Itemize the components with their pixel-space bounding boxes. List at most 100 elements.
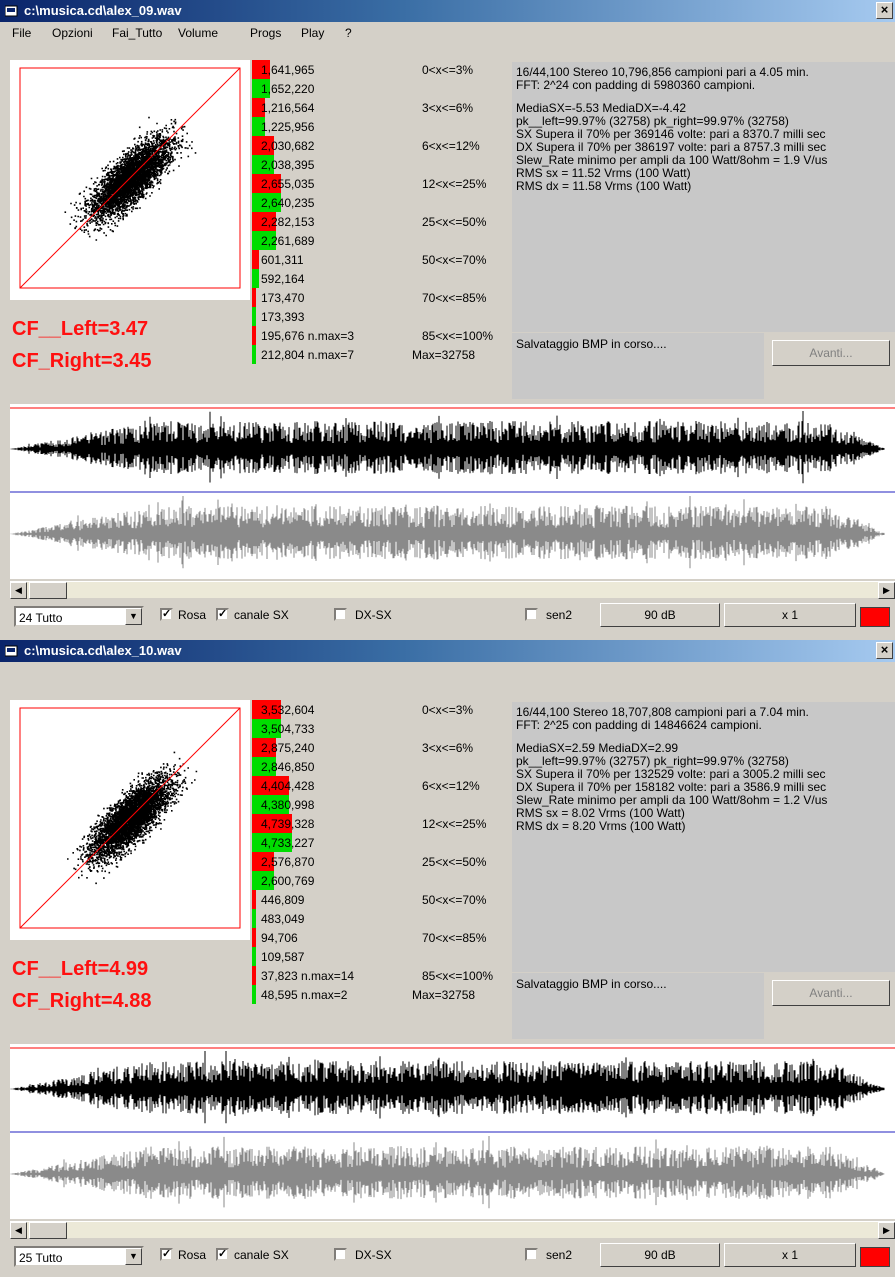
dx-sx-checkbox[interactable]	[334, 1248, 347, 1261]
histogram-row: 4,733,227	[252, 833, 510, 852]
histogram-row: 3,532,604 0<x<=3%	[252, 700, 510, 719]
menu-volume[interactable]: Volume	[178, 26, 219, 40]
histogram-count: 1,641,965	[261, 63, 315, 77]
canale-sx-checkbox[interactable]: ✓	[216, 608, 229, 621]
canale-sx-label: canale SX	[234, 608, 289, 622]
title-bar[interactable]: c:\musica.cd\alex_09.wav ×	[0, 0, 895, 22]
mode-select[interactable]: 24 Tutto ▼	[14, 606, 144, 627]
chevron-down-icon[interactable]: ▼	[125, 608, 142, 625]
histogram-count: 173,470	[261, 291, 305, 305]
histogram-row: 2,030,682 6<x<=12%	[252, 136, 510, 155]
control-bar: 25 Tutto ▼ ✓ Rosa ✓ canale SX DX-SX sen2…	[0, 1240, 895, 1274]
scroll-left-arrow-icon[interactable]: ◀	[10, 582, 27, 599]
app-window-2: c:\musica.cd\alex_10.wav × CF__Left=4.99…	[0, 640, 895, 1277]
control-bar: 24 Tutto ▼ ✓ Rosa ✓ canale SX DX-SX sen2…	[0, 600, 895, 634]
amplitude-histogram: 1,641,965 0<x<=3% 1,652,220 1,216,564 3<x<=6…	[252, 60, 510, 400]
crest-factor-left: CF__Left=3.47	[12, 318, 149, 340]
histogram-count: 4,733,227	[261, 836, 315, 850]
histogram-range-label: Max=32758	[412, 988, 476, 1002]
histogram-bar-right	[252, 719, 281, 738]
menu-progs[interactable]: Progs	[250, 26, 282, 40]
scroll-thumb[interactable]	[29, 1222, 67, 1239]
db-button[interactable]: 90 dB	[600, 603, 720, 627]
canale-sx-checkbox[interactable]: ✓	[216, 1248, 229, 1261]
status-text: Salvataggio BMP in corso....	[516, 337, 667, 351]
histogram-bar-right	[252, 231, 276, 250]
histogram-row: 592,164	[252, 269, 510, 288]
scroll-left-arrow-icon[interactable]: ◀	[10, 1222, 27, 1239]
sen2-label: sen2	[546, 608, 573, 622]
color-swatch-button[interactable]	[860, 1247, 890, 1267]
histogram-count: 1,216,564	[261, 101, 315, 115]
dx-sx-checkbox[interactable]	[334, 608, 347, 621]
crest-factor-left: CF__Left=4.99	[12, 958, 149, 980]
info-line: Slew_Rate minimo per ampli da 100 Watt/8…	[516, 793, 828, 807]
rosa-checkbox[interactable]: ✓	[160, 608, 173, 621]
rosa-label: Rosa	[178, 1248, 207, 1262]
histogram-bar-left	[252, 174, 281, 193]
horizontal-scrollbar[interactable]: ◀ ▶	[10, 1221, 895, 1239]
histogram-count: 2,875,240	[261, 741, 315, 755]
histogram-row: 4,739,328 12<x<=25%	[252, 814, 510, 833]
mode-select-value: 24 Tutto	[19, 611, 63, 625]
menu-help[interactable]: ?	[345, 26, 352, 40]
histogram-count: 2,655,035	[261, 177, 315, 191]
scroll-right-arrow-icon[interactable]: ▶	[878, 1222, 895, 1239]
info-line: DX Supera il 70% per 386197 volte: pari …	[516, 140, 827, 154]
histogram-row: 2,655,035 12<x<=25%	[252, 174, 510, 193]
info-line: RMS dx = 8.20 Vrms (100 Watt)	[516, 819, 686, 833]
rosa-checkbox[interactable]: ✓	[160, 1248, 173, 1261]
histogram-count: 94,706	[261, 931, 298, 945]
horizontal-scrollbar[interactable]: ◀ ▶	[10, 581, 895, 599]
amplitude-histogram: 3,532,604 0<x<=3% 3,504,733 2,875,240 3<x<=6…	[252, 700, 510, 1040]
histogram-row: 1,225,956	[252, 117, 510, 136]
sen2-checkbox[interactable]	[525, 608, 538, 621]
menu-file[interactable]: File	[12, 26, 32, 40]
histogram-count: 483,049	[261, 912, 305, 926]
histogram-row: 2,576,870 25<x<=50%	[252, 852, 510, 871]
menu-play[interactable]: Play	[301, 26, 325, 40]
histogram-bar-left	[252, 928, 256, 947]
close-button[interactable]: ×	[876, 2, 893, 19]
histogram-row: 2,846,850	[252, 757, 510, 776]
zoom-button[interactable]: x 1	[724, 603, 856, 627]
close-button[interactable]: ×	[876, 642, 893, 659]
histogram-row: 2,038,395	[252, 155, 510, 174]
mode-select[interactable]: 25 Tutto ▼	[14, 1246, 144, 1267]
color-swatch-button[interactable]	[860, 607, 890, 627]
menu-fai-tutto[interactable]: Fai_Tutto	[112, 26, 163, 40]
info-panel: 16/44,100 Stereo 18,707,808 campioni par…	[512, 702, 895, 972]
info-line: SX Supera il 70% per 132529 volte: pari …	[516, 767, 826, 781]
scroll-thumb[interactable]	[29, 582, 67, 599]
info-line: RMS sx = 11.52 Vrms (100 Watt)	[516, 166, 691, 180]
info-line: 16/44,100 Stereo 18,707,808 campioni par…	[516, 705, 809, 719]
info-line: RMS dx = 11.58 Vrms (100 Watt)	[516, 179, 692, 193]
chevron-down-icon[interactable]: ▼	[125, 1248, 142, 1265]
histogram-count: 109,587	[261, 950, 305, 964]
histogram-count: 2,038,395	[261, 158, 315, 172]
histogram-row: 2,282,153 25<x<=50%	[252, 212, 510, 231]
histogram-range-label: 0<x<=3%	[422, 63, 474, 77]
lissajous-scatter-plot	[10, 60, 250, 300]
histogram-row: 109,587	[252, 947, 510, 966]
avanti-button[interactable]: Avanti...	[772, 340, 890, 366]
sen2-checkbox[interactable]	[525, 1248, 538, 1261]
histogram-row: 1,641,965 0<x<=3%	[252, 60, 510, 79]
dx-sx-label: DX-SX	[355, 608, 392, 622]
histogram-bar-left	[252, 326, 256, 345]
histogram-count: 2,600,769	[261, 874, 315, 888]
title-bar[interactable]: c:\musica.cd\alex_10.wav ×	[0, 640, 895, 662]
histogram-range-label: 0<x<=3%	[422, 703, 474, 717]
menu-bar: File Opzioni Fai_Tutto Volume Progs Play…	[0, 22, 895, 44]
avanti-button[interactable]: Avanti...	[772, 980, 890, 1006]
histogram-range-label: 3<x<=6%	[422, 101, 474, 115]
waveform-display	[10, 1044, 895, 1219]
menu-opzioni[interactable]: Opzioni	[52, 26, 93, 40]
histogram-row: 2,261,689	[252, 231, 510, 250]
zoom-button[interactable]: x 1	[724, 1243, 856, 1267]
histogram-bar-left	[252, 136, 274, 155]
histogram-range-label: 50<x<=70%	[422, 253, 487, 267]
db-button[interactable]: 90 dB	[600, 1243, 720, 1267]
scroll-right-arrow-icon[interactable]: ▶	[878, 582, 895, 599]
histogram-bar-right	[252, 193, 281, 212]
